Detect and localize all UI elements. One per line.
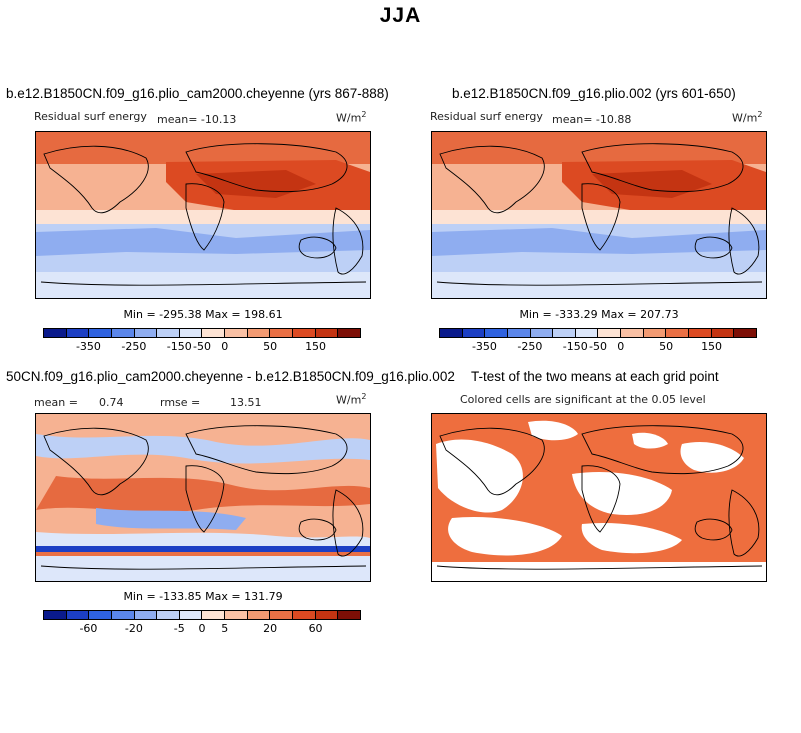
panel-1-title: b.e12.B1850CN.f09_g16.plio_cam2000.cheye…: [6, 86, 389, 101]
panel-2-map-svg: [432, 132, 766, 298]
colorbar-swatch: [225, 329, 248, 337]
panel-3-mean-value: 0.74: [99, 396, 124, 409]
panel-2-minmax: Min = -333.29 Max = 207.73: [519, 308, 679, 321]
colorbar-swatch: [462, 329, 486, 337]
panel-2-mean: mean= -10.88: [552, 113, 632, 126]
colorbar-tick-label: 50: [263, 340, 278, 353]
colorbar-swatch: [179, 329, 203, 337]
colorbar-tick-label: -60: [79, 622, 98, 635]
colorbar-swatch: [689, 329, 712, 337]
colorbar-tick-label: 0: [221, 340, 229, 353]
colorbar-swatch: [66, 329, 90, 337]
colorbar-swatch: [711, 329, 735, 337]
colorbar-tick-label: 50: [659, 340, 674, 353]
panel-3-rmse-label: rmse =: [160, 396, 201, 409]
panel-2-title: b.e12.B1850CN.f09_g16.plio.002 (yrs 601-…: [452, 86, 736, 101]
colorbar-tick-label: -150: [166, 340, 192, 353]
colorbar-swatch: [666, 329, 690, 337]
panel-3-units: W/m2: [336, 392, 367, 407]
colorbar-tick-label: 60: [308, 622, 323, 635]
colorbar-swatch: [44, 611, 67, 619]
colorbar-tick-label: -50: [193, 340, 211, 353]
colorbar-tick-label: 150: [305, 340, 327, 353]
colorbar-swatch: [485, 329, 508, 337]
colorbar-swatch: [202, 329, 226, 337]
colorbar-swatch: [338, 611, 360, 619]
colorbar-swatch: [179, 611, 203, 619]
colorbar-swatch: [89, 611, 112, 619]
colorbar-swatch: [89, 329, 112, 337]
colorbar-swatch: [157, 611, 180, 619]
colorbar-swatch: [530, 329, 554, 337]
colorbar-swatch: [270, 329, 294, 337]
panel-2-variable: Residual surf energy: [430, 110, 543, 123]
colorbar-swatch: [315, 611, 339, 619]
colorbar-swatch: [111, 611, 135, 619]
panel-3-minmax: Min = -133.85 Max = 131.79: [123, 590, 283, 603]
colorbar-3: [43, 610, 361, 620]
colorbar-swatch: [111, 329, 135, 337]
colorbar-tick-label: -150: [562, 340, 588, 353]
panel-3-title: 50CN.f09_g16.plio_cam2000.cheyenne - b.e…: [6, 369, 455, 384]
colorbar-2-ticks: -350 -250 -150 -50 0 50 150: [0, 340, 801, 354]
panel-4-map-svg: [432, 414, 766, 581]
colorbar-tick-label: 20: [263, 622, 278, 635]
colorbar-swatch: [643, 329, 667, 337]
colorbar-tick-label: 0: [617, 340, 625, 353]
colorbar-tick-label: -20: [124, 622, 143, 635]
colorbar-swatch: [247, 611, 271, 619]
colorbar-swatch: [621, 329, 644, 337]
panel-1-units: W/m2: [336, 110, 367, 125]
panel-4-title: T-test of the two means at each grid poi…: [471, 369, 719, 384]
panel-2-units: W/m2: [732, 110, 763, 125]
colorbar-swatch: [134, 611, 158, 619]
colorbar-tick-label: -350: [75, 340, 101, 353]
colorbar-1-ticks: -350 -250 -150 -50 0 50 150: [0, 340, 801, 354]
panel-4-subtitle: Colored cells are significant at the 0.0…: [460, 393, 706, 406]
panel-3-map-svg: [36, 414, 370, 581]
colorbar-swatch: [315, 329, 339, 337]
colorbar-tick-label: -50: [589, 340, 607, 353]
colorbar-tick-label: -5: [173, 622, 185, 635]
colorbar-tick-label: 150: [701, 340, 723, 353]
colorbar-tick-label: -250: [121, 340, 147, 353]
colorbar-swatch: [553, 329, 576, 337]
panel-1-variable: Residual surf energy: [34, 110, 147, 123]
colorbar-tick-label: 0: [198, 622, 206, 635]
colorbar-tick-label: 5: [221, 622, 229, 635]
figure-title: JJA: [379, 4, 422, 27]
colorbar-1: [43, 328, 361, 338]
colorbar-swatch: [202, 611, 226, 619]
panel-1-map-svg: [36, 132, 370, 298]
colorbar-tick-label: -350: [471, 340, 497, 353]
panel-3-map: [35, 413, 371, 582]
colorbar-swatch: [338, 329, 360, 337]
colorbar-3-ticks: -60 -20 -5 0 5 20 60: [0, 622, 801, 636]
colorbar-swatch: [293, 611, 316, 619]
colorbar-2: [439, 328, 757, 338]
panel-2-map: [431, 131, 767, 299]
colorbar-swatch: [66, 611, 90, 619]
panel-1-minmax: Min = -295.38 Max = 198.61: [123, 308, 283, 321]
panel-1-mean: mean= -10.13: [157, 113, 237, 126]
colorbar-swatch: [440, 329, 463, 337]
colorbar-swatch: [247, 329, 271, 337]
panel-1-map: [35, 131, 371, 299]
colorbar-swatch: [598, 329, 622, 337]
colorbar-swatch: [734, 329, 756, 337]
colorbar-swatch: [575, 329, 599, 337]
panel-3-rmse-value: 13.51: [230, 396, 262, 409]
colorbar-swatch: [293, 329, 316, 337]
colorbar-swatch: [507, 329, 531, 337]
colorbar-swatch: [157, 329, 180, 337]
panel-3-mean-label: mean =: [34, 396, 78, 409]
colorbar-swatch: [134, 329, 158, 337]
colorbar-swatch: [44, 329, 67, 337]
colorbar-swatch: [270, 611, 294, 619]
colorbar-tick-label: -250: [517, 340, 543, 353]
panel-4-map: [431, 413, 767, 582]
colorbar-swatch: [225, 611, 248, 619]
